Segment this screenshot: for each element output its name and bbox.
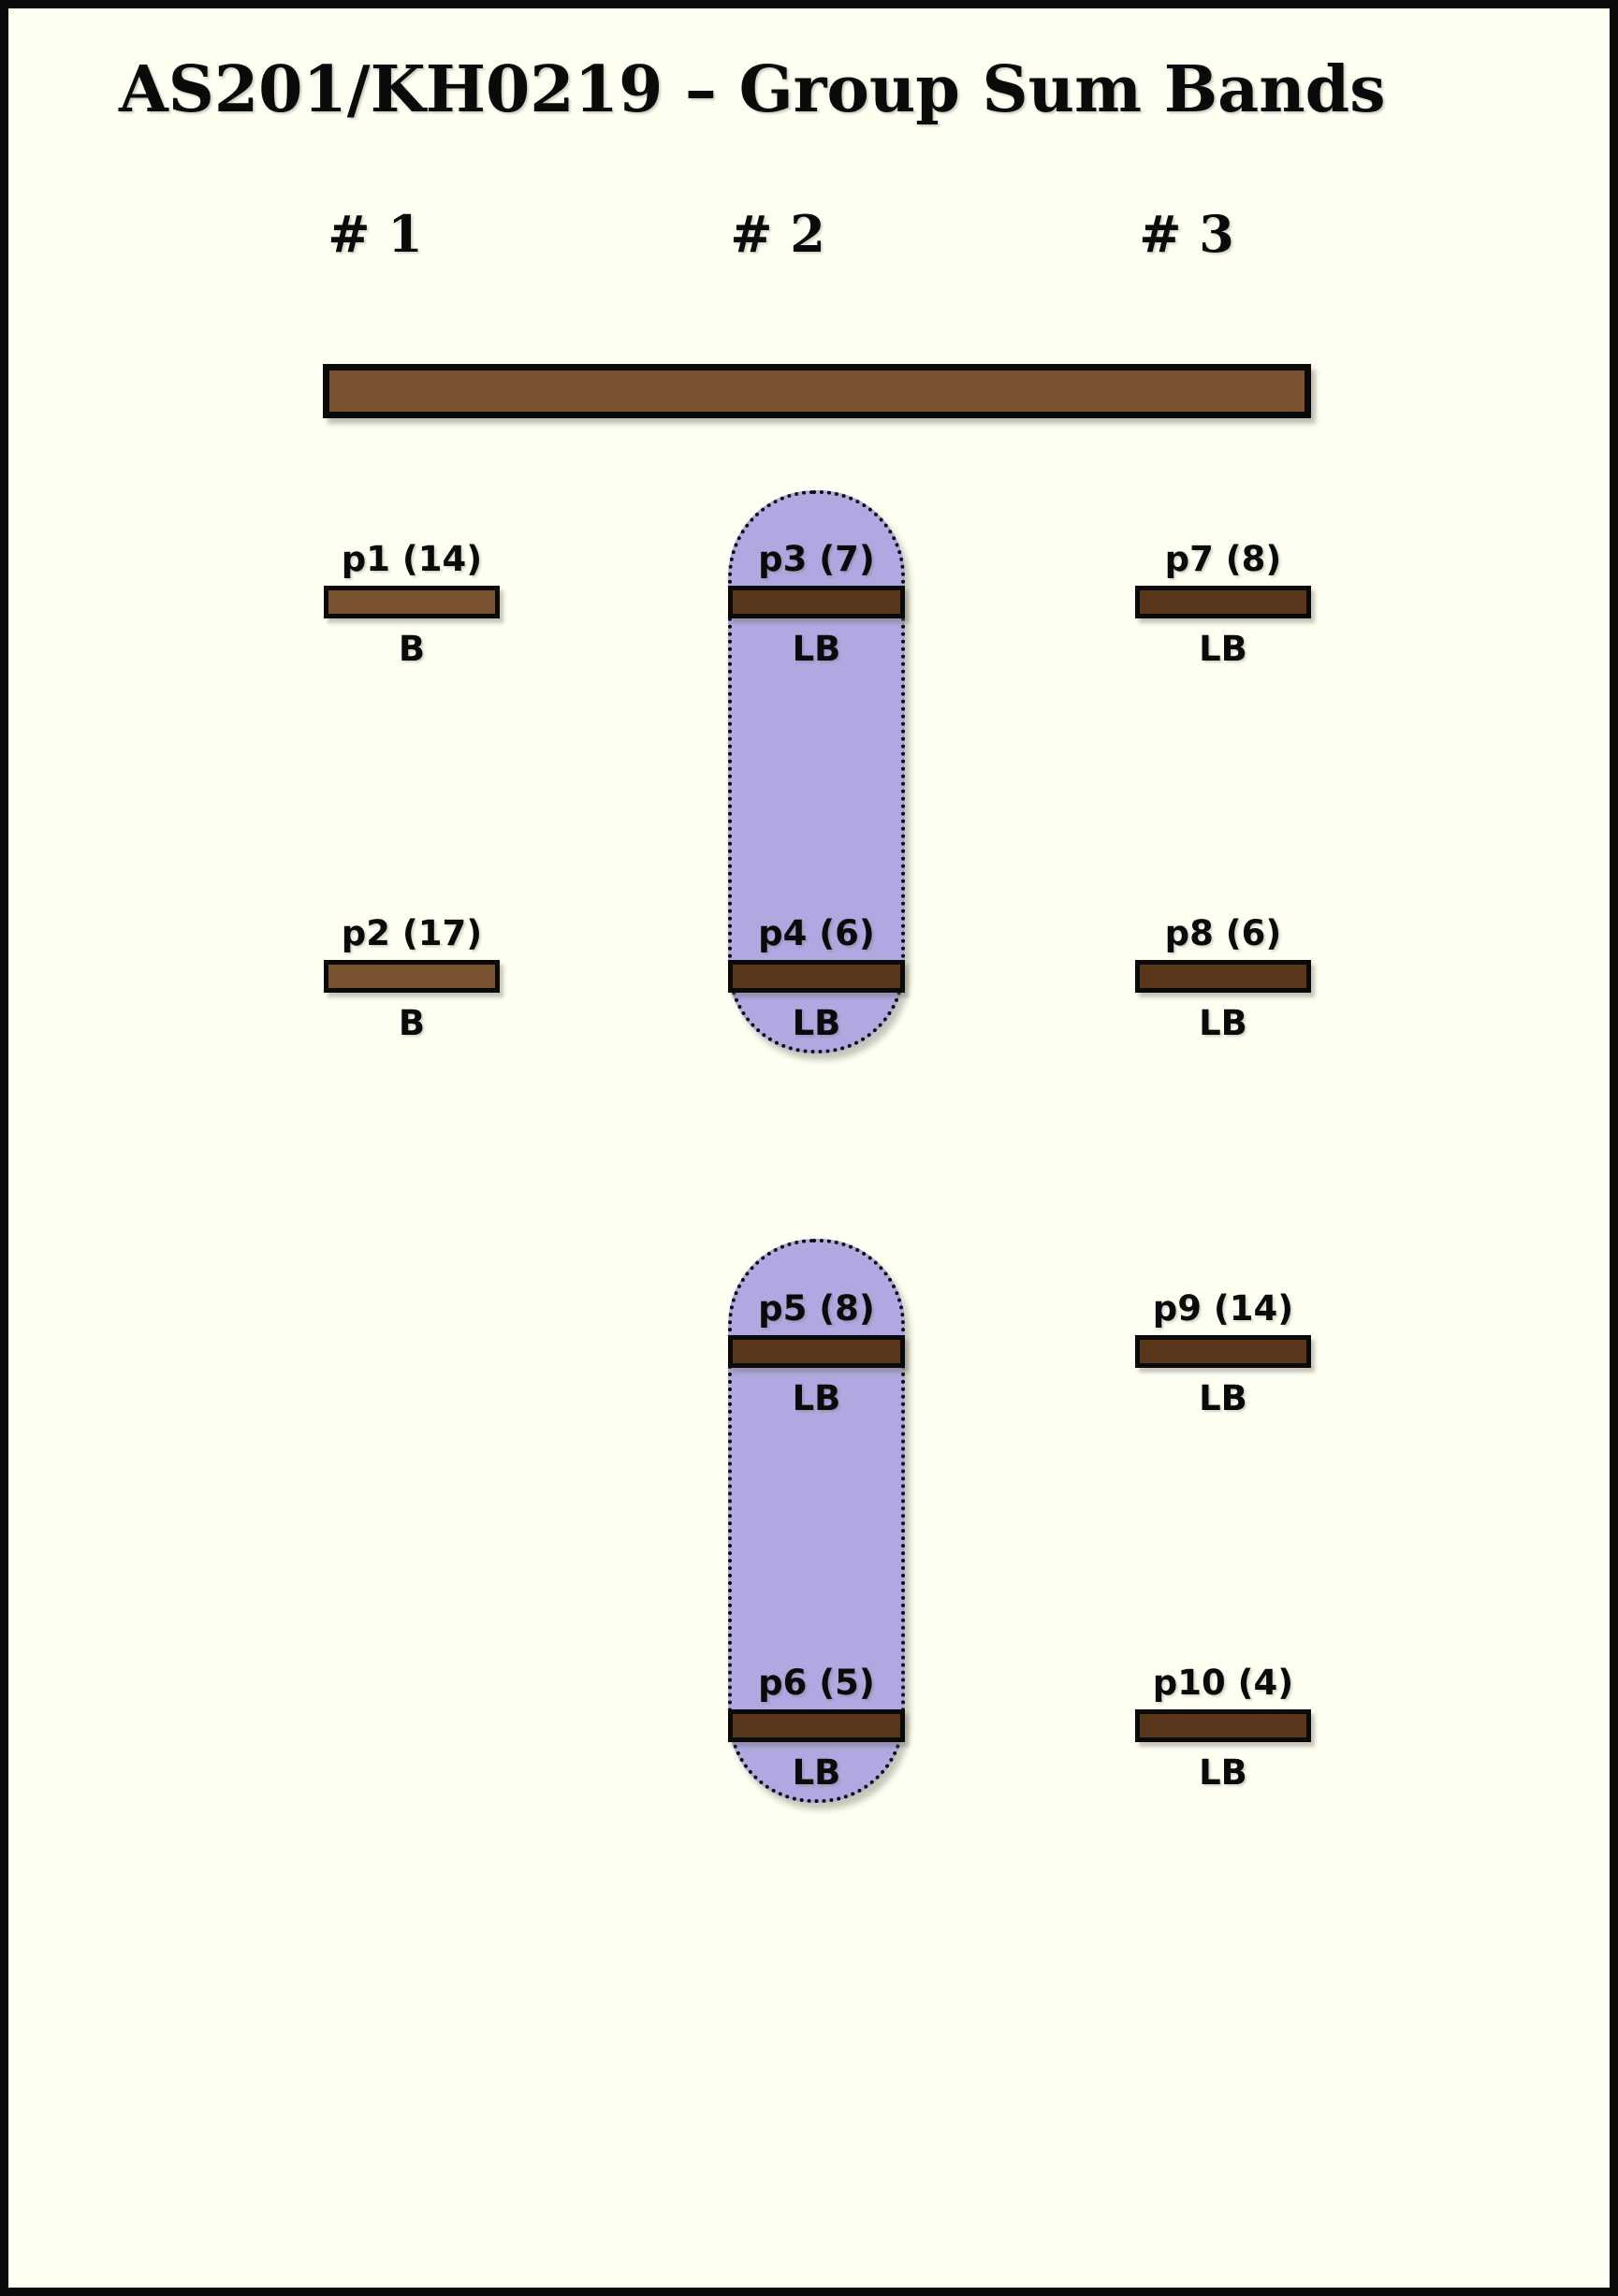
band-name-label: p2 (17) — [341, 913, 483, 953]
group-outline-p5-p6 — [728, 1239, 905, 1803]
band-p2: p2 (17) B — [324, 916, 500, 1040]
band-p8: p8 (6) LB — [1135, 916, 1311, 1040]
column-header-2: # 2 — [730, 204, 825, 264]
band-name-label: p5 (8) — [758, 1288, 875, 1329]
band-type-label: LB — [1199, 629, 1247, 669]
band-p9: p9 (14) LB — [1135, 1291, 1311, 1416]
band-bar — [1135, 960, 1311, 993]
band-bar — [324, 960, 500, 993]
band-bar — [324, 586, 500, 618]
band-p4: p4 (6) LB — [728, 916, 905, 1040]
band-name-label: p9 (14) — [1152, 1288, 1294, 1329]
band-type-label: B — [398, 629, 426, 669]
band-name-label: p1 (14) — [341, 539, 483, 579]
page-title: AS201/KH0219 – Group Sum Bands — [119, 52, 1386, 127]
band-p6: p6 (5) LB — [728, 1665, 905, 1790]
group-outline-p3-p4 — [728, 490, 905, 1054]
band-type-label: B — [398, 1003, 426, 1043]
band-name-label: p6 (5) — [758, 1663, 875, 1703]
band-bar — [728, 586, 905, 618]
band-bar — [728, 1335, 905, 1368]
band-name-label: p10 (4) — [1152, 1663, 1294, 1703]
band-type-label: LB — [1199, 1003, 1247, 1043]
band-name-label: p7 (8) — [1164, 539, 1282, 579]
band-bar — [728, 960, 905, 993]
band-p10: p10 (4) LB — [1135, 1665, 1311, 1790]
band-p3: p3 (7) LB — [728, 542, 905, 666]
band-p5: p5 (8) LB — [728, 1291, 905, 1416]
band-bar — [728, 1709, 905, 1742]
group-sum-bar — [323, 364, 1311, 418]
column-header-3: # 3 — [1139, 204, 1234, 264]
band-type-label: LB — [1199, 1752, 1247, 1793]
band-bar — [1135, 1709, 1311, 1742]
band-bar — [1135, 1335, 1311, 1368]
band-type-label: LB — [792, 1378, 841, 1418]
band-p7: p7 (8) LB — [1135, 542, 1311, 666]
band-name-label: p8 (6) — [1164, 913, 1282, 953]
band-type-label: LB — [1199, 1378, 1247, 1418]
band-bar — [1135, 586, 1311, 618]
band-type-label: LB — [792, 1752, 841, 1793]
band-type-label: LB — [792, 1003, 841, 1043]
band-name-label: p4 (6) — [758, 913, 875, 953]
band-name-label: p3 (7) — [758, 539, 875, 579]
column-header-1: # 1 — [328, 204, 423, 264]
band-type-label: LB — [792, 629, 841, 669]
band-p1: p1 (14) B — [324, 542, 500, 666]
